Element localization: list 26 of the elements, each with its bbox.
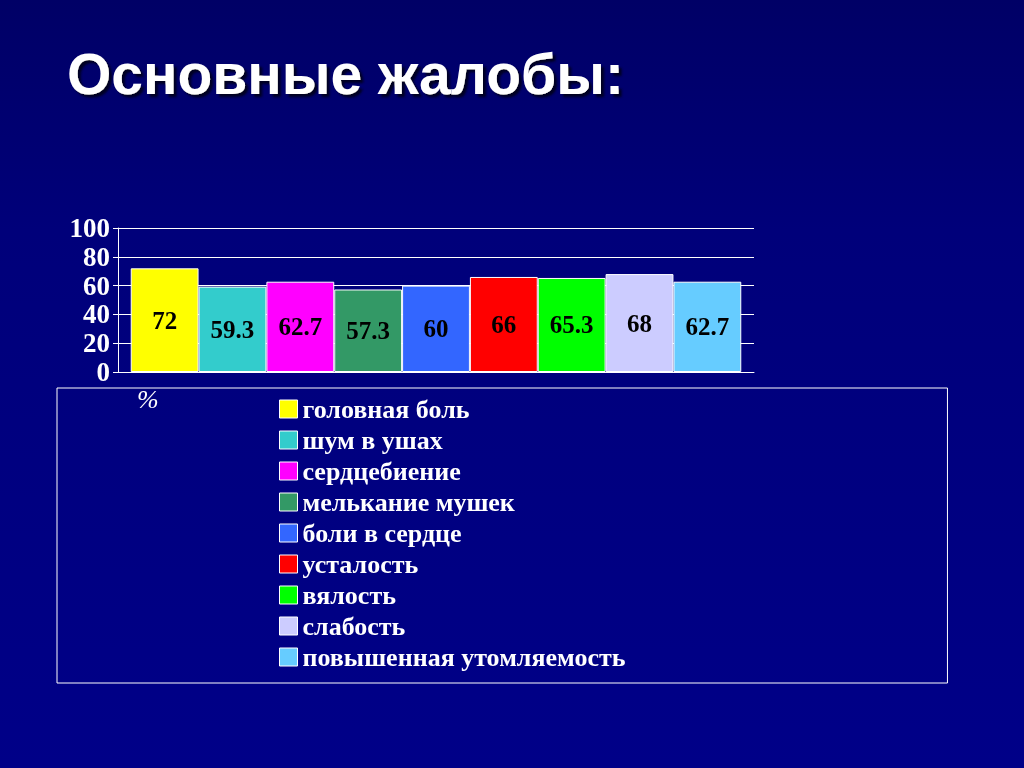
y-tick-label: 60 [83,270,110,301]
data-label: 60 [423,315,449,343]
data-label: 65.3 [549,311,594,339]
data-label: 68 [627,309,653,337]
data-label: 62.7 [278,313,323,341]
legend-label: мелькание мушек [302,487,515,517]
chart-title: Основные жалобы: [67,41,624,106]
text: % [137,384,159,414]
legend-label: боли в сердце [302,518,462,548]
legend-label: усталость [302,549,419,579]
y-tick-label: 20 [83,328,110,359]
data-label: 57.3 [346,317,391,345]
legend-label: слабость [302,611,406,641]
y-tick-label: 80 [83,241,110,272]
y-tick-label: 40 [83,299,110,330]
legend-label: шум в ушах [302,425,443,455]
y-tick-label: 0 [96,357,110,387]
data-label: 59.3 [210,315,255,343]
legend-label: повышенная утомляемость [302,642,626,672]
legend-label: головная боль [302,394,470,424]
y-tick-label: 100 [69,213,110,243]
legend-label: сердцебиение [302,456,461,486]
legend-label: вялость [302,580,397,610]
data-label: 66 [491,310,517,338]
data-label: 62.7 [685,313,730,341]
data-label: 72 [152,306,178,334]
